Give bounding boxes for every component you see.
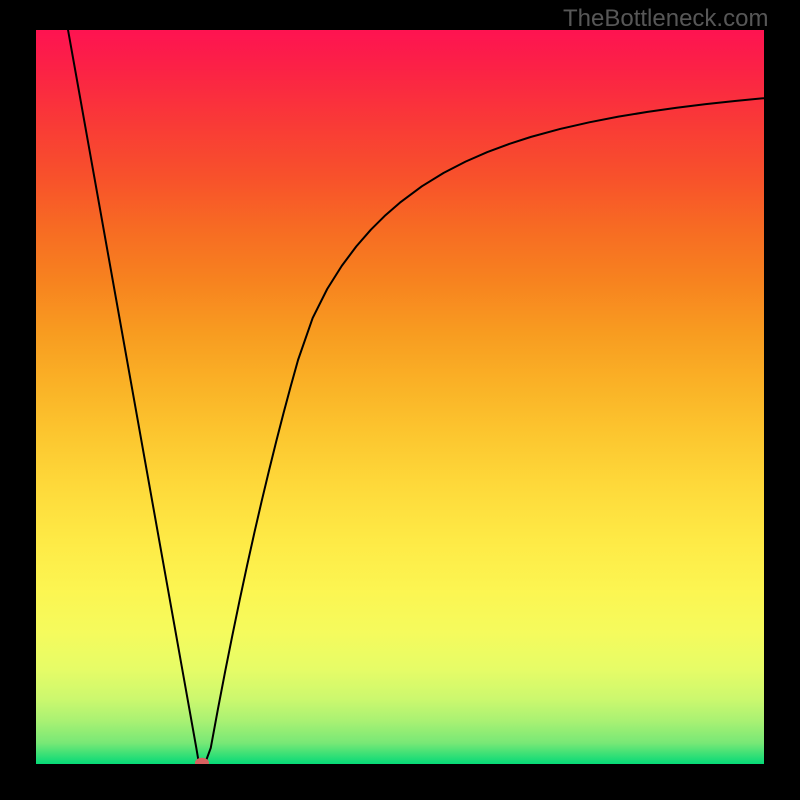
frame-border-right <box>764 0 800 800</box>
watermark-text: TheBottleneck.com <box>563 5 768 33</box>
frame-border-bottom <box>0 764 800 800</box>
chart-svg <box>0 0 800 800</box>
gradient-background <box>36 30 764 765</box>
frame-border-left <box>0 0 36 800</box>
